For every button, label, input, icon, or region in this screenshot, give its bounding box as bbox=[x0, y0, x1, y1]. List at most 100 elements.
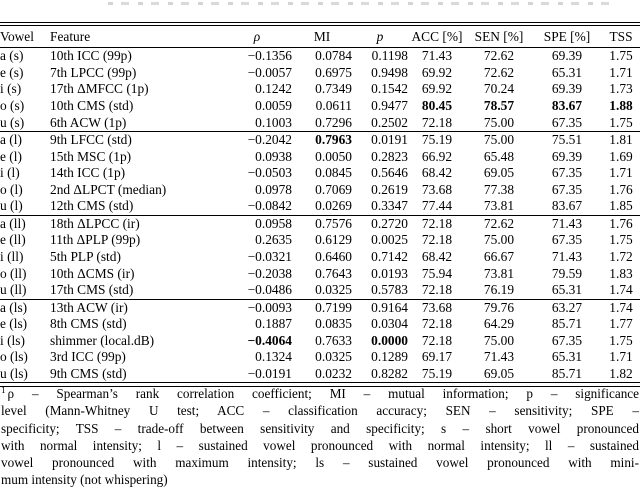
cell-acc: 68.42 bbox=[421, 165, 453, 181]
cell-p: 0.0025 bbox=[371, 232, 408, 248]
cell-spe: 65.31 bbox=[551, 64, 583, 80]
cell-feature: 11th ΔPLP (99p) bbox=[50, 232, 141, 248]
cell-p: 0.0000 bbox=[371, 332, 408, 348]
cell-mi: 0.0845 bbox=[315, 165, 352, 181]
cell-sen: 69.05 bbox=[483, 165, 515, 181]
table-header-row: Vowel Feature ρ MI p ACC [%] SEN [%] SPE [%] TSS bbox=[0, 26, 640, 49]
cell-p: 0.8282 bbox=[371, 365, 408, 381]
cell-p: 0.0191 bbox=[352, 131, 408, 149]
cell-mi: 0.0050 bbox=[315, 148, 352, 164]
cell-tss: 1.72 bbox=[609, 248, 633, 264]
cell-tss: 1.75 bbox=[609, 48, 633, 64]
cell-mi: 0.0269 bbox=[315, 198, 352, 214]
table-row-ols: o (ls) 3rd ICC (99p) 0.1324 0.0325 0.1289 69.… bbox=[0, 349, 640, 366]
cell-acc: 73.68 bbox=[421, 181, 453, 197]
cell-mi: 0.7963 bbox=[292, 131, 352, 149]
cell-acc: 66.92 bbox=[421, 148, 453, 164]
cell-spe: 85.71 bbox=[551, 316, 583, 332]
cell-feature: 10th ΔCMS (ir) bbox=[50, 265, 135, 281]
cell-tss: 1.75 bbox=[609, 114, 633, 130]
cell-sen: 73.81 bbox=[483, 265, 515, 281]
footnote-line-3: specificity; TSS – trade-off between sen… bbox=[1, 420, 639, 436]
cell-acc: 80.45 bbox=[421, 98, 453, 114]
cell-acc: 72.18 bbox=[421, 282, 453, 298]
cell-rho: 0.0978 bbox=[255, 181, 292, 197]
cell-tss: 1.76 bbox=[602, 214, 640, 233]
cell-sen: 70.24 bbox=[483, 81, 515, 97]
cell-vowel: o (l) bbox=[0, 181, 23, 197]
cell-sen: 72.62 bbox=[483, 64, 515, 80]
cell-sen: 66.67 bbox=[483, 248, 515, 264]
cell-sen: 75.00 bbox=[466, 131, 532, 149]
cell-acc: 71.43 bbox=[421, 48, 453, 64]
cell-feature: 17th ΔMFCC (1p) bbox=[50, 81, 149, 97]
cell-spe: 67.35 bbox=[551, 332, 583, 348]
cell-feature: 14th ICC (1p) bbox=[50, 165, 126, 181]
cell-acc: 73.68 bbox=[408, 298, 466, 317]
cell-rho: −0.0057 bbox=[247, 64, 292, 80]
cell-sen: 72.62 bbox=[466, 214, 532, 233]
cell-tss: 1.75 bbox=[609, 332, 633, 348]
column-header-spe: SPE [%] bbox=[532, 26, 602, 49]
table-row-is: i (s) 17th ΔMFCC (1p) 0.1242 0.7349 0.1542 69… bbox=[0, 81, 640, 98]
cell-p: 0.1542 bbox=[371, 81, 408, 97]
cell-acc: 77.44 bbox=[421, 198, 453, 214]
cell-feature: 17th CMS (std) bbox=[50, 282, 134, 298]
cell-spe: 65.31 bbox=[551, 282, 583, 298]
cell-sen: 76.19 bbox=[483, 282, 515, 298]
table-row-il: i (l) 14th ICC (1p) −0.0503 0.0845 0.5646 68.… bbox=[0, 165, 640, 182]
table-body: a (s) 10th ICC (99p) −0.1356 0.0784 0.1198 71… bbox=[0, 48, 640, 382]
cell-mi: 0.7349 bbox=[315, 81, 352, 97]
cell-spe: 63.27 bbox=[532, 298, 602, 317]
footnote-line-2: level (Mann-Whitney U test; ACC – classi… bbox=[1, 403, 639, 419]
results-table: Vowel Feature ρ MI p ACC [%] SEN [%] SPE [%] TSS… bbox=[0, 26, 640, 382]
cell-tss: 1.71 bbox=[609, 165, 633, 181]
column-header-vowel: Vowel bbox=[0, 26, 50, 49]
table-bottom-rule bbox=[0, 382, 640, 387]
cell-spe: 67.35 bbox=[551, 232, 583, 248]
cell-mi: 0.0611 bbox=[315, 98, 352, 114]
cell-feature: shimmer (local.dB) bbox=[50, 332, 155, 348]
cell-p: 0.5783 bbox=[371, 282, 408, 298]
cell-spe: 71.43 bbox=[532, 214, 602, 233]
cell-rho: 0.2635 bbox=[255, 232, 292, 248]
cell-acc: 72.18 bbox=[421, 332, 453, 348]
cell-mi: 0.7633 bbox=[315, 332, 352, 348]
cell-sen: 78.57 bbox=[483, 98, 515, 114]
column-header-rho: ρ bbox=[222, 26, 292, 49]
cell-rho: 0.0059 bbox=[255, 98, 292, 114]
table-top-rule bbox=[0, 22, 640, 27]
cell-rho: −0.0191 bbox=[247, 365, 292, 381]
cell-acc: 69.92 bbox=[421, 81, 453, 97]
cell-sen: 65.48 bbox=[483, 148, 515, 164]
table-row-all: a (ll) 18th ΔLPCC (ir) 0.0958 0.7576 0.2720 7… bbox=[0, 214, 640, 233]
cell-tss: 1.71 bbox=[609, 64, 633, 80]
cell-rho: −0.0503 bbox=[247, 165, 292, 181]
table-row-as: a (s) 10th ICC (99p) −0.1356 0.0784 0.1198 71… bbox=[0, 48, 640, 65]
cell-spe: 67.35 bbox=[551, 114, 583, 130]
table-row-el: e (l) 15th MSC (1p) 0.0938 0.0050 0.2823 66.9… bbox=[0, 149, 640, 166]
cell-vowel: o (ls) bbox=[0, 349, 28, 365]
cell-mi: 0.7643 bbox=[315, 265, 352, 281]
table-row-ull: u (ll) 17th CMS (std) −0.0486 0.0325 0.5783 7… bbox=[0, 282, 640, 299]
cell-mi: 0.0784 bbox=[315, 48, 352, 64]
cell-rho: 0.0958 bbox=[222, 214, 292, 233]
cell-vowel: a (ls) bbox=[0, 298, 50, 317]
cell-acc: 68.42 bbox=[421, 248, 453, 264]
cell-vowel: i (s) bbox=[0, 81, 22, 97]
cell-vowel: a (l) bbox=[0, 131, 50, 149]
cell-rho: −0.0321 bbox=[247, 248, 292, 264]
cell-p: 0.1198 bbox=[371, 48, 408, 64]
cell-tss: 1.81 bbox=[602, 131, 640, 149]
cell-tss: 1.74 bbox=[602, 298, 640, 317]
cell-spe: 69.39 bbox=[551, 81, 583, 97]
cell-tss: 1.75 bbox=[609, 232, 633, 248]
cell-tss: 1.76 bbox=[609, 181, 633, 197]
table-row-ill: i (ll) 5th PLP (std) −0.0321 0.6460 0.7142 68… bbox=[0, 249, 640, 266]
cell-sen: 73.81 bbox=[483, 198, 515, 214]
table-row-ils: i (ls) shimmer (local.dB) −0.4064 0.7633 0.0… bbox=[0, 333, 640, 350]
cell-vowel: u (l) bbox=[0, 198, 23, 214]
cell-feature: 5th PLP (std) bbox=[50, 248, 121, 264]
cell-mi: 0.7576 bbox=[292, 214, 352, 233]
